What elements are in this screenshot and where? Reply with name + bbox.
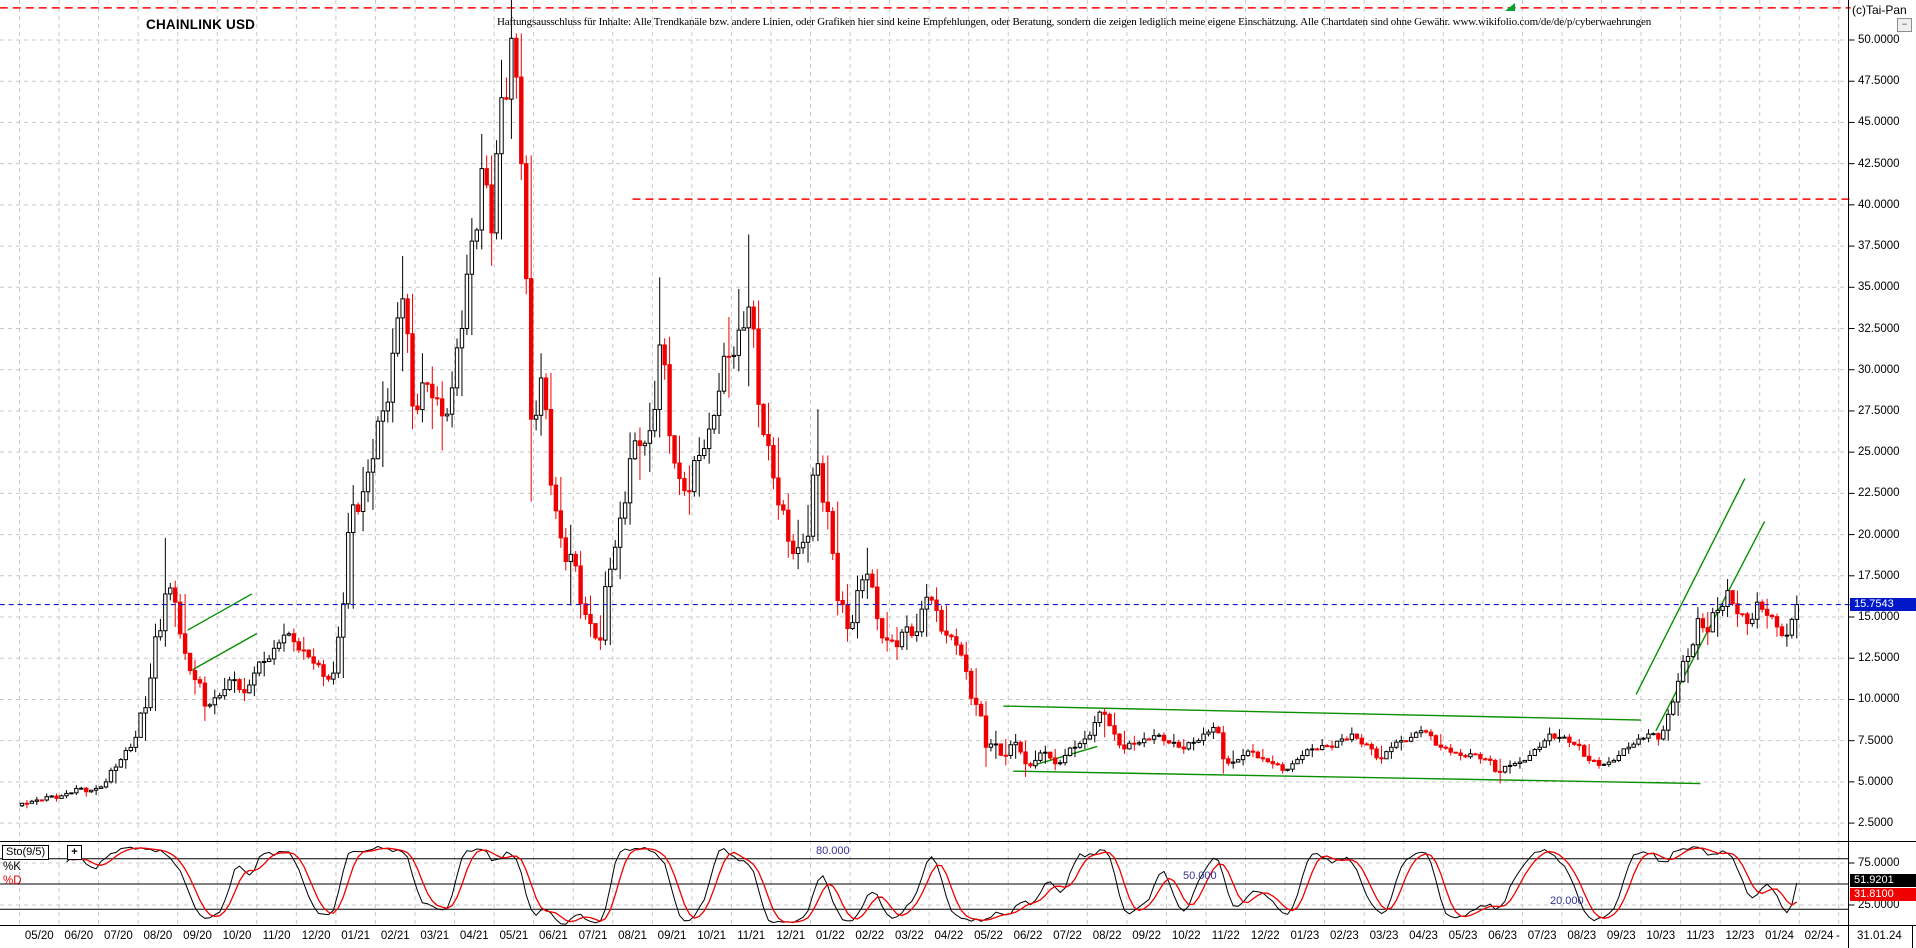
sto-indicator-label[interactable]: Sto(9/5)	[2, 845, 50, 860]
add-indicator-button[interactable]: +	[67, 845, 82, 860]
sto-k-line	[66, 845, 1798, 925]
trend-channel-2020-upper	[187, 593, 253, 631]
trend-channel-2020-lower	[192, 632, 258, 671]
collapse-panel-button[interactable]: −	[1897, 18, 1912, 32]
range-channel-2022-upper	[1003, 705, 1642, 721]
range-channel-2022-lower	[1013, 770, 1701, 785]
rally-channel-2023-lower	[1655, 521, 1766, 732]
rally-channel-2023-upper	[1635, 478, 1746, 695]
sto-d-line	[71, 847, 1798, 923]
